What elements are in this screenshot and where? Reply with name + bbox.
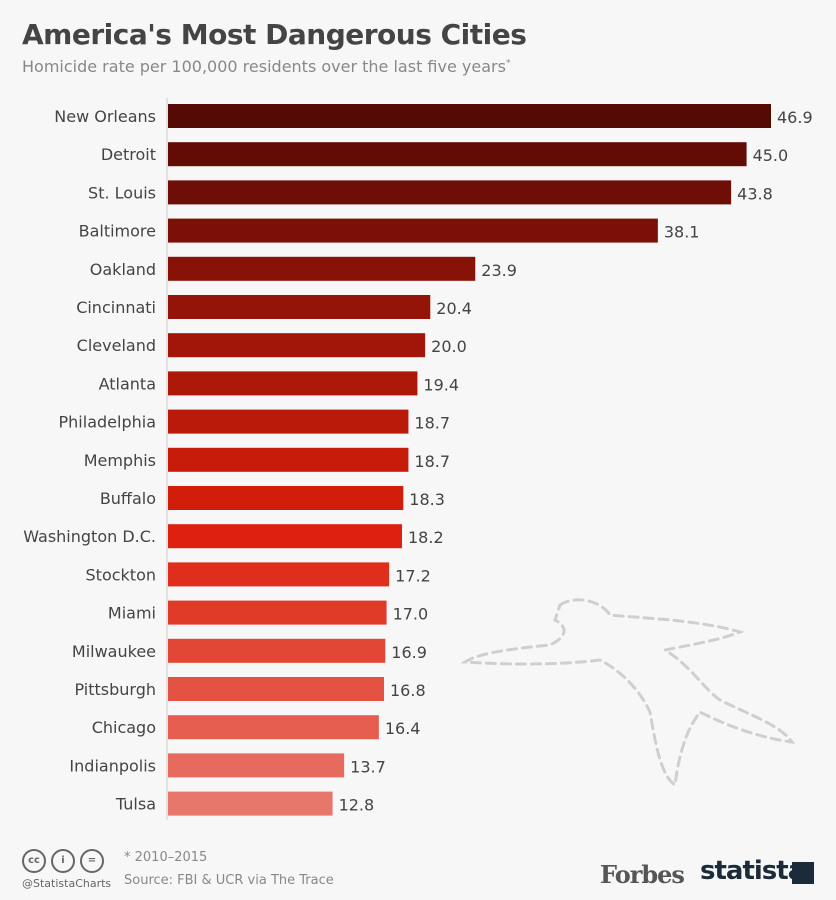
category-label: St. Louis: [88, 183, 156, 202]
category-label: New Orleans: [54, 107, 156, 126]
data-label: 43.8: [737, 184, 773, 203]
category-label: Stockton: [86, 565, 156, 584]
data-label: 17.2: [395, 566, 431, 585]
chart-title: America's Most Dangerous Cities: [22, 18, 527, 51]
data-label: 16.4: [385, 719, 421, 738]
bar-chicago: [168, 715, 379, 740]
category-label: Philadelphia: [59, 413, 156, 432]
bar-indianpolis: [168, 753, 345, 778]
data-label: 18.7: [414, 452, 450, 471]
bar-new-orleans: [168, 104, 771, 128]
data-label: 19.4: [423, 375, 459, 394]
data-label: 16.9: [391, 643, 427, 662]
data-label: 20.4: [436, 299, 472, 318]
data-label: 18.2: [408, 528, 444, 547]
bar-philadelphia: [168, 409, 409, 434]
bar-detroit: [168, 142, 747, 167]
data-label: 46.9: [777, 108, 813, 127]
data-label: 45.0: [753, 146, 789, 165]
data-label: 16.8: [390, 681, 426, 700]
category-label: Oakland: [90, 260, 156, 279]
category-label: Chicago: [92, 718, 156, 737]
category-label: Milwaukee: [72, 642, 156, 661]
bar-st-louis: [168, 180, 732, 205]
data-label: 38.1: [664, 223, 700, 242]
data-label: 18.3: [409, 490, 445, 509]
category-label: Pittsburgh: [74, 680, 156, 699]
bar-miami: [168, 600, 387, 625]
bar-chart: New Orleans 46.9 Detroit 45.0 St. Louis 43.8 B…: [23, 98, 813, 820]
bar-cincinnati: [168, 295, 431, 319]
data-label: 23.9: [481, 261, 517, 280]
bar-pittsburgh: [168, 677, 384, 701]
category-label: Indianpolis: [69, 756, 156, 775]
forbes-logo: Forbes: [600, 860, 685, 889]
category-label: Atlanta: [99, 374, 156, 393]
category-label: Detroit: [101, 145, 156, 164]
bar-cleveland: [168, 333, 426, 358]
category-label: Washington D.C.: [23, 527, 156, 546]
bar-oakland: [168, 256, 476, 281]
category-label: Buffalo: [100, 489, 156, 508]
statista-logo-mark-icon: [792, 862, 814, 884]
category-label: Cincinnati: [76, 298, 156, 317]
statista-handle: @StatistaCharts: [22, 877, 112, 890]
data-label: 18.7: [414, 414, 450, 433]
chart-subtitle: Homicide rate per 100,000 residents over…: [22, 57, 510, 76]
bar-atlanta: [168, 371, 418, 396]
category-label: Baltimore: [79, 222, 156, 241]
subtitle-text: Homicide rate per 100,000 residents over…: [22, 57, 506, 76]
bar-stockton: [168, 562, 390, 587]
no-derivatives-icon: =: [80, 849, 104, 873]
chalk-outline-decoration: [460, 598, 796, 788]
cc-license-icon: cc: [22, 849, 46, 873]
data-label: 20.0: [431, 337, 467, 356]
category-label: Tulsa: [115, 795, 156, 814]
bar-milwaukee: [168, 638, 386, 663]
category-label: Miami: [108, 604, 156, 623]
data-label: 13.7: [350, 757, 386, 776]
bar-buffalo: [168, 486, 404, 510]
attribution-icon: i: [51, 849, 75, 873]
footnote: * 2010–2015: [124, 850, 208, 865]
statista-logo: statista: [700, 856, 805, 886]
bar-baltimore: [168, 218, 658, 243]
category-label: Memphis: [84, 451, 156, 470]
category-label: Cleveland: [77, 336, 156, 355]
subtitle-footnote-mark: *: [505, 58, 511, 69]
bar-washington-d-c-: [168, 524, 402, 549]
source-text: Source: FBI & UCR via The Trace: [124, 873, 334, 888]
data-label: 17.0: [393, 605, 429, 624]
bar-memphis: [168, 447, 409, 472]
bar-tulsa: [168, 791, 333, 816]
data-label: 12.8: [339, 796, 375, 815]
